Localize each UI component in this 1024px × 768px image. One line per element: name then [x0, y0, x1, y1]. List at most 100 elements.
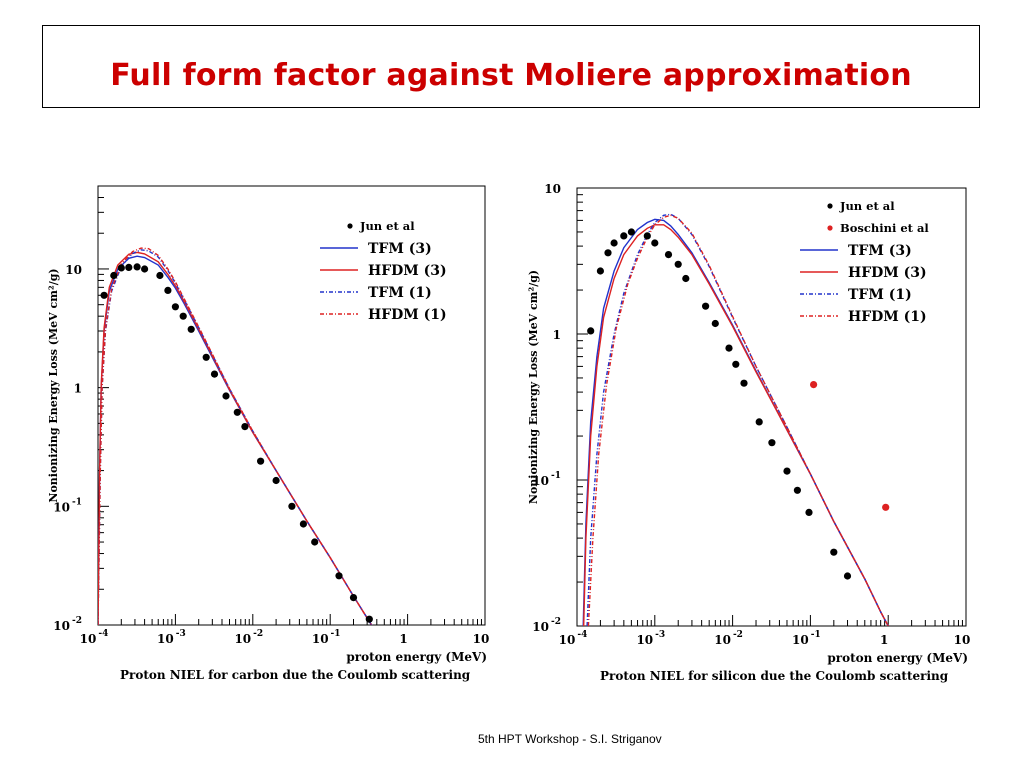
series-line-tfm-1- [98, 249, 373, 625]
data-point-jun-et-al [156, 271, 164, 280]
plot-area [98, 247, 373, 625]
data-point-jun-et-al [783, 467, 791, 475]
footer: 5th HPT Workshop - S.I. Striganov [478, 732, 662, 746]
data-point-jun-et-al [604, 249, 612, 257]
data-point-jun-et-al [100, 291, 108, 299]
plot-frame [97, 185, 486, 626]
data-point-jun-et-al [732, 360, 740, 368]
chart-carbon-svg: 10 -4 10 -3 10 -2 10 -1 1 10 10 -2 10 -1 1 10 proton ene… [47, 185, 489, 682]
x-tick-label: 10 -3 [636, 630, 665, 647]
x-tick-label: 10 -4 [80, 629, 109, 646]
legend-label-tfm-3-: TFM (3) [368, 241, 432, 257]
slide-title-box: Full form factor against Moliere approxi… [42, 25, 980, 108]
data-point-jun-et-al [830, 548, 838, 556]
data-point-boschini-et-al [810, 381, 818, 389]
series-line-hfdm-3- [583, 224, 889, 626]
data-point-jun-et-al [187, 325, 195, 333]
legend-label-jun-et-al: Jun et al [359, 219, 415, 233]
data-point-jun-et-al [643, 232, 651, 240]
data-point-boschini-et-al [882, 503, 890, 511]
data-point-jun-et-al [711, 319, 719, 328]
plot-frame [576, 187, 967, 627]
data-point-jun-et-al [587, 327, 595, 335]
data-point-jun-et-al [110, 271, 118, 280]
data-point-jun-et-al [179, 312, 187, 320]
x-axis-label: proton energy (MeV) [346, 650, 487, 664]
data-point-jun-et-al [627, 228, 635, 236]
y-axis-label: Nonionizing Energy Loss (MeV cm²/g) [527, 270, 540, 504]
data-point-jun-et-al [596, 267, 604, 275]
data-point-jun-et-al [674, 260, 682, 268]
data-point-jun-et-al [349, 594, 358, 602]
legend-label-hfdm-3-: HFDM (3) [368, 263, 447, 279]
data-point-jun-et-al [133, 263, 141, 271]
chart-title: Proton NIEL for silicon due the Coulomb … [600, 669, 949, 683]
data-point-jun-et-al [125, 263, 133, 271]
data-point-jun-et-al [793, 486, 801, 494]
series-line-tfm-1- [586, 213, 889, 626]
data-point-jun-et-al [740, 379, 748, 387]
legend-marker-jun-et-al [347, 223, 353, 229]
y-tick-label: 1 [553, 328, 561, 342]
x-tick-label: 1 [399, 632, 407, 646]
legend-marker-jun-et-al [827, 203, 833, 209]
data-point-jun-et-al [299, 520, 307, 528]
y-tick-label: 10 -2 [532, 617, 561, 634]
series-line-tfm-3- [98, 255, 373, 625]
data-point-jun-et-al [725, 344, 733, 352]
legend-label-tfm-1-: TFM (1) [368, 285, 432, 301]
data-point-jun-et-al [335, 572, 343, 580]
y-tick-label: 10 [544, 182, 561, 196]
series-line-hfdm-3- [98, 251, 373, 625]
chart-silicon-svg: 10 -4 10 -3 10 -2 10 -1 1 10 10 -2 10 -1 1 10 proton ene… [527, 182, 971, 683]
data-point-jun-et-al [843, 572, 852, 580]
data-point-jun-et-al [202, 353, 210, 361]
legend-marker-boschini-et-al [827, 225, 833, 231]
y-tick-label: 10 -1 [532, 471, 561, 488]
x-tick-label: 10 -2 [714, 630, 743, 647]
y-tick-label: 10 -1 [53, 497, 82, 514]
data-point-jun-et-al [257, 457, 265, 465]
data-point-jun-et-al [233, 408, 241, 416]
x-tick-label: 10 -3 [157, 629, 186, 646]
data-point-jun-et-al [664, 251, 673, 259]
x-tick-label: 10 [954, 633, 971, 647]
legend-label-hfdm-1-: HFDM (1) [848, 309, 927, 325]
slide-title: Full form factor against Moliere approxi… [110, 58, 912, 93]
legend-label-boschini-et-al: Boschini et al [840, 221, 929, 235]
series-line-hfdm-1- [587, 214, 889, 626]
data-point-jun-et-al [651, 239, 659, 247]
chart-silicon: 10 -4 10 -3 10 -2 10 -1 1 10 10 -2 10 -1 1 10 proton ene… [520, 178, 1000, 698]
x-tick-label: 10 -1 [312, 629, 341, 646]
x-tick-label: 10 -2 [234, 629, 263, 646]
data-point-jun-et-al [222, 392, 230, 400]
y-tick-label: 10 -2 [53, 616, 82, 633]
data-point-jun-et-al [805, 508, 813, 516]
data-point-jun-et-al [171, 303, 179, 311]
data-point-jun-et-al [311, 538, 319, 546]
data-point-jun-et-al [365, 615, 373, 623]
x-tick-label: 1 [880, 633, 888, 647]
data-point-jun-et-al [241, 423, 249, 431]
chart-title: Proton NIEL for carbon due the Coulomb s… [120, 668, 471, 682]
data-point-jun-et-al [210, 370, 219, 378]
data-point-jun-et-al [117, 264, 125, 272]
legend-label-jun-et-al: Jun et al [839, 199, 895, 213]
data-point-jun-et-al [164, 286, 172, 294]
data-point-jun-et-al [610, 239, 618, 247]
chart-carbon: 10 -4 10 -3 10 -2 10 -1 1 10 10 -2 10 -1 1 10 proton ene… [40, 178, 500, 698]
x-tick-label: 10 -1 [792, 630, 821, 647]
legend-label-tfm-3-: TFM (3) [848, 243, 912, 259]
legend-label-tfm-1-: TFM (1) [848, 287, 912, 303]
x-tick-label: 10 -4 [559, 630, 588, 647]
x-axis-label: proton energy (MeV) [827, 651, 968, 665]
y-tick-label: 1 [74, 382, 82, 396]
data-point-jun-et-al [768, 439, 776, 447]
data-point-jun-et-al [620, 232, 628, 240]
legend-label-hfdm-1-: HFDM (1) [368, 307, 447, 323]
data-point-jun-et-al [141, 265, 149, 273]
plot-area [582, 213, 890, 626]
data-point-jun-et-al [272, 476, 280, 485]
legend-label-hfdm-3-: HFDM (3) [848, 265, 927, 281]
data-point-jun-et-al [682, 274, 690, 283]
